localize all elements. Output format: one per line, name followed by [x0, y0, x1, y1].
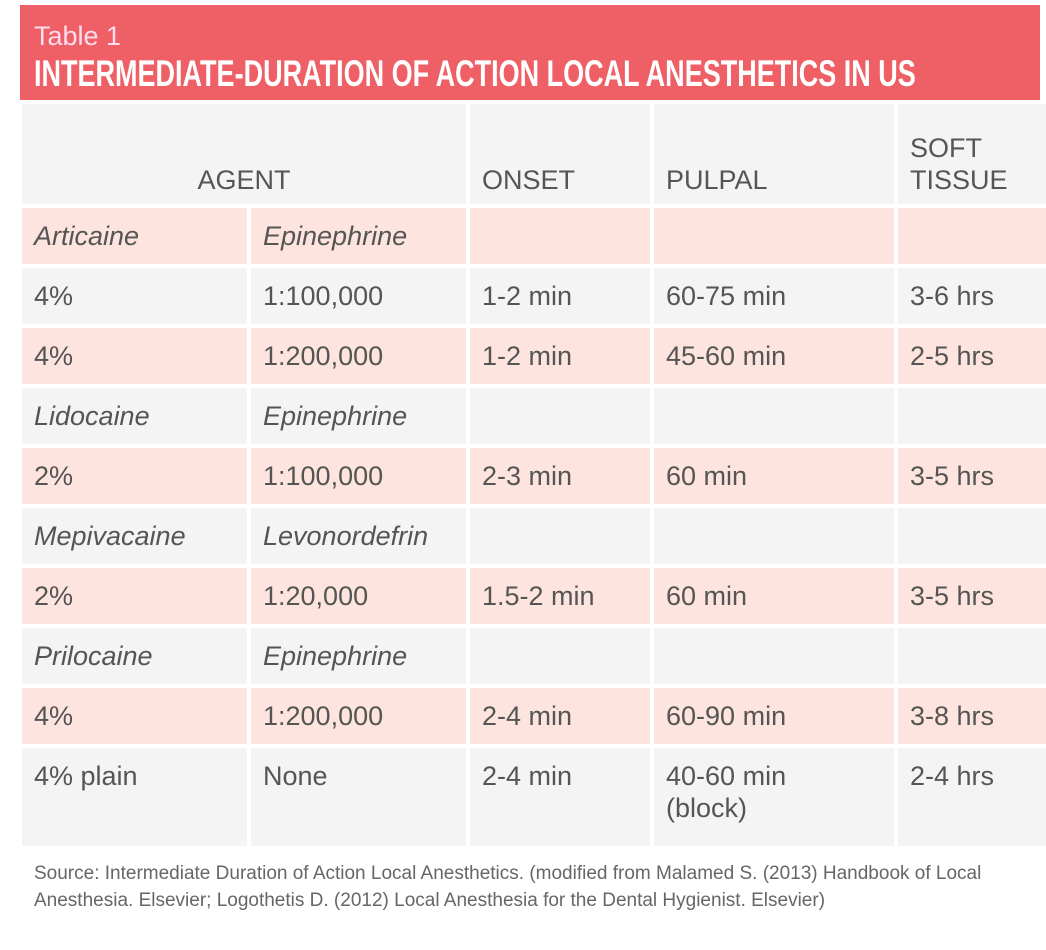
table-cell: 2-4 hrs — [898, 748, 1046, 846]
empty-cell — [654, 208, 895, 264]
table-title: INTERMEDIATE-DURATION OF ACTION LOCAL AN… — [34, 53, 916, 94]
agent-row: Articaine Epinephrine — [22, 208, 1046, 264]
table-cell: 1-2 min — [470, 328, 651, 384]
header: Table 1 INTERMEDIATE-DURATION OF ACTION … — [20, 5, 1040, 100]
empty-cell — [654, 388, 895, 444]
table-cell: 4% plain — [22, 748, 247, 846]
column-header: SOFT TISSUE — [898, 104, 1046, 204]
agent-cell: Prilocaine — [22, 628, 247, 684]
table-cell: 2-4 min — [470, 688, 651, 744]
table-cell: 2-5 hrs — [898, 328, 1046, 384]
table-cell: None — [251, 748, 467, 846]
data-row: 2% 1:100,000 2-3 min 60 min 3-5 hrs — [22, 448, 1046, 504]
header-row: AGENT ONSET PULPAL SOFT TISSUE — [22, 104, 1046, 204]
table-cell: 4% — [22, 268, 247, 324]
table-cell: 3-8 hrs — [898, 688, 1046, 744]
empty-cell — [654, 628, 895, 684]
empty-cell — [470, 208, 651, 264]
table-cell: 60-90 min — [654, 688, 895, 744]
empty-cell — [470, 508, 651, 564]
source-note: Source: Intermediate Duration of Action … — [34, 863, 982, 911]
table-cell: 60-75 min — [654, 268, 895, 324]
table-cell: 3-5 hrs — [898, 568, 1046, 624]
table-cell: 40-60 min (block) — [654, 748, 895, 846]
table-cell: 45-60 min — [654, 328, 895, 384]
table-cell: 2-3 min — [470, 448, 651, 504]
empty-cell — [898, 508, 1046, 564]
table: AGENT ONSET PULPAL SOFT TISSUE Articaine… — [18, 100, 1046, 850]
agent-row: Prilocaine Epinephrine — [22, 628, 1046, 684]
agent-cell: Mepivacaine — [22, 508, 247, 564]
table-cell: 2% — [22, 568, 247, 624]
table-cell: 4% — [22, 328, 247, 384]
vasoconstrictor-cell: Epinephrine — [251, 628, 467, 684]
column-header: ONSET — [470, 104, 651, 204]
table-cell: 2% — [22, 448, 247, 504]
table-cell: 1:20,000 — [251, 568, 467, 624]
data-row: 4% 1:200,000 1-2 min 45-60 min 2-5 hrs — [22, 328, 1046, 384]
data-row: 4% 1:200,000 2-4 min 60-90 min 3-8 hrs — [22, 688, 1046, 744]
column-header-text: SOFT TISSUE — [910, 133, 1008, 195]
empty-cell — [654, 508, 895, 564]
table-cell: 1:200,000 — [251, 688, 467, 744]
table-cell: 3-5 hrs — [898, 448, 1046, 504]
agent-row: Mepivacaine Levonordefrin — [22, 508, 1046, 564]
column-header: PULPAL — [654, 104, 895, 204]
empty-cell — [898, 628, 1046, 684]
table-cell: 1:200,000 — [251, 328, 467, 384]
table-cell: 60 min — [654, 568, 895, 624]
table-cell: 1:100,000 — [251, 448, 467, 504]
column-header: AGENT — [22, 104, 467, 204]
vasoconstrictor-cell: Epinephrine — [251, 208, 467, 264]
agent-cell: Lidocaine — [22, 388, 247, 444]
empty-cell — [898, 388, 1046, 444]
table-cell: 60 min — [654, 448, 895, 504]
table-cell: 2-4 min — [470, 748, 651, 846]
table-cell: 1-2 min — [470, 268, 651, 324]
table-label: Table 1 — [34, 21, 122, 51]
agent-cell: Articaine — [22, 208, 247, 264]
data-row: 4% 1:100,000 1-2 min 60-75 min 3-6 hrs — [22, 268, 1046, 324]
vasoconstrictor-cell: Levonordefrin — [251, 508, 467, 564]
table-cell: 1:100,000 — [251, 268, 467, 324]
empty-cell — [898, 208, 1046, 264]
data-row: 4% plain None 2-4 min 40-60 min (block) 2-4 … — [22, 748, 1046, 846]
empty-cell — [470, 388, 651, 444]
table-cell: 4% — [22, 688, 247, 744]
data-row: 2% 1:20,000 1.5-2 min 60 min 3-5 hrs — [22, 568, 1046, 624]
vasoconstrictor-cell: Epinephrine — [251, 388, 467, 444]
agent-row: Lidocaine Epinephrine — [22, 388, 1046, 444]
empty-cell — [470, 628, 651, 684]
table-cell: 3-6 hrs — [898, 268, 1046, 324]
table-cell: 1.5-2 min — [470, 568, 651, 624]
